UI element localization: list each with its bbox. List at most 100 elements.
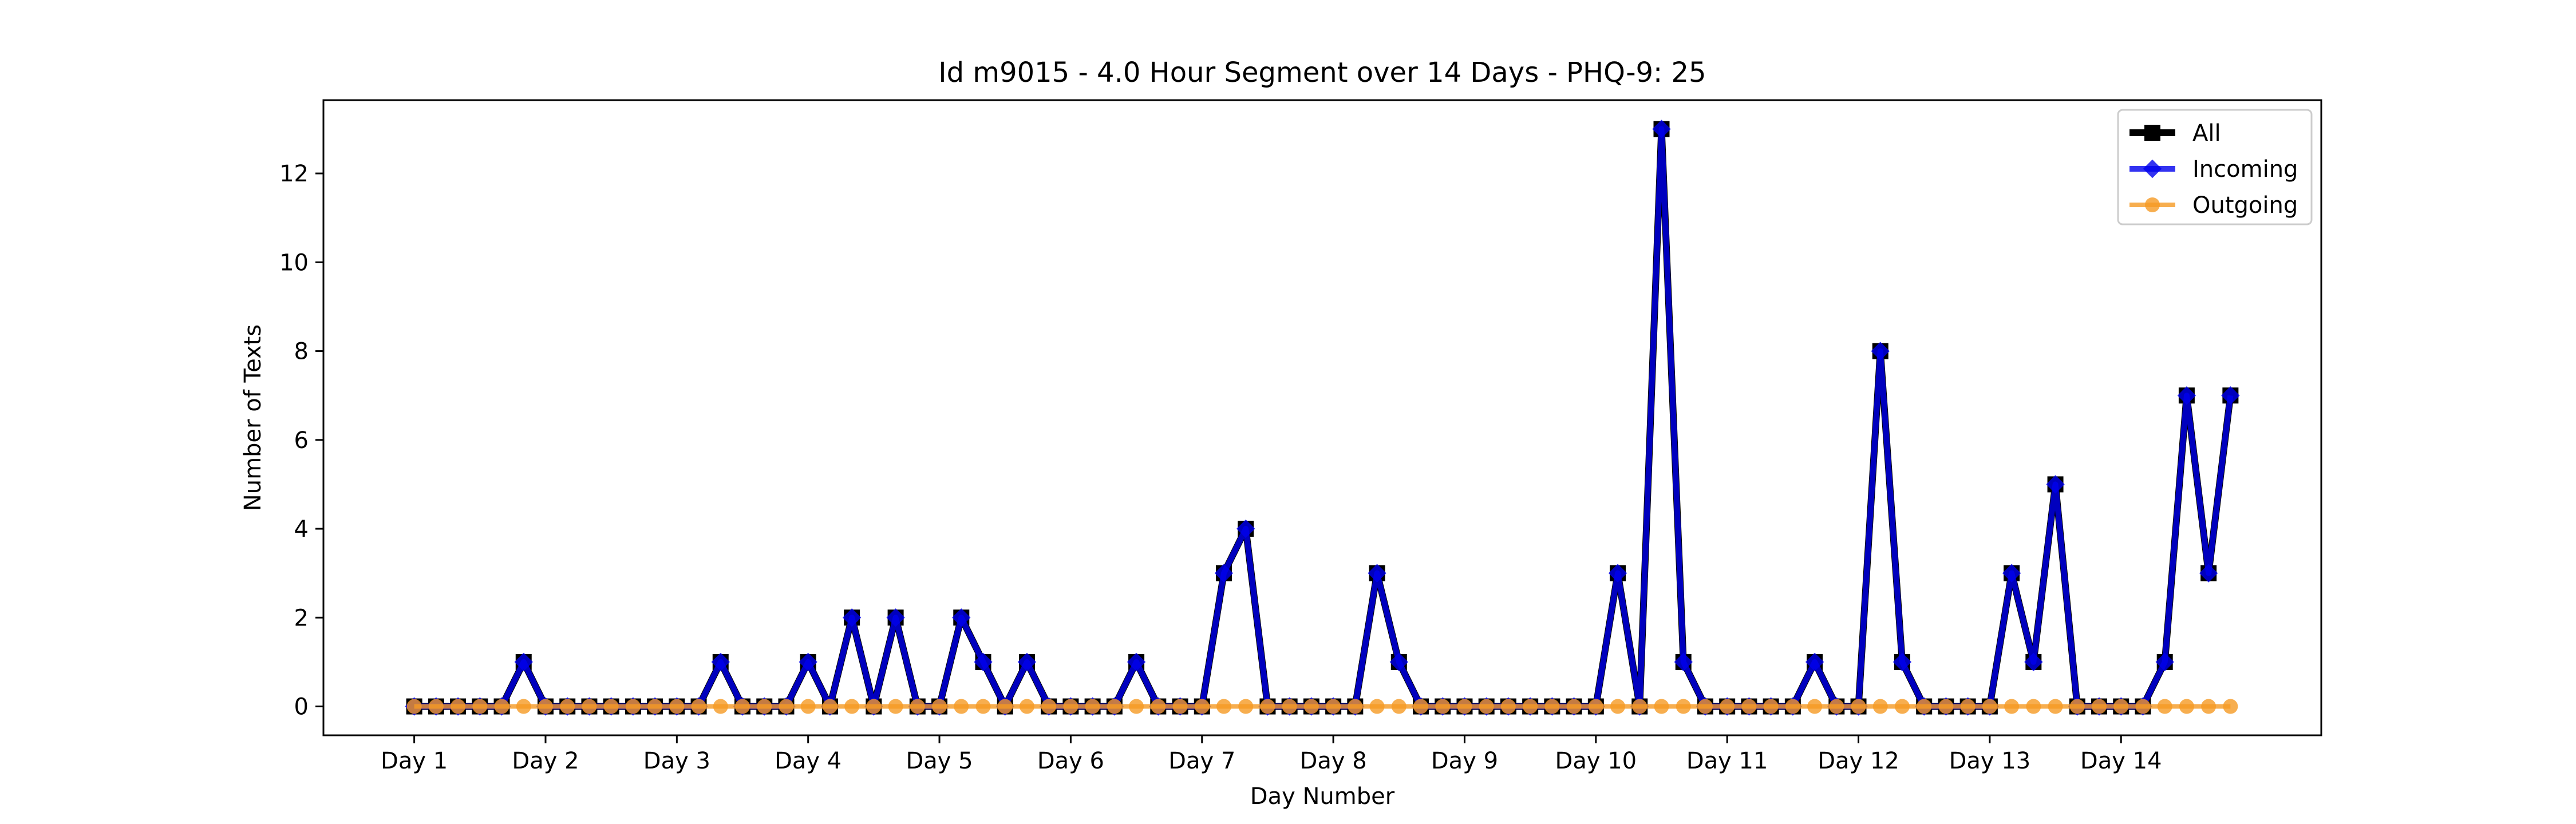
- legend-box: [2117, 109, 2313, 225]
- data-point-outgoing: [538, 699, 553, 714]
- data-point-outgoing: [1676, 699, 1691, 714]
- data-point-outgoing: [2179, 699, 2194, 714]
- x-axis-label: Day Number: [1250, 783, 1395, 810]
- data-point-outgoing: [1763, 699, 1779, 714]
- data-point-outgoing: [1019, 699, 1034, 714]
- data-point-outgoing: [1326, 699, 1341, 714]
- data-point-incoming: [1214, 564, 1234, 583]
- data-point-outgoing: [428, 699, 444, 714]
- y-tick-label: 0: [294, 694, 309, 720]
- data-point-outgoing: [1894, 699, 1910, 714]
- data-point-outgoing: [800, 699, 816, 714]
- data-point-outgoing: [866, 699, 882, 714]
- data-point-outgoing: [1107, 699, 1122, 714]
- data-point-outgoing: [1435, 699, 1451, 714]
- data-point-outgoing: [2157, 699, 2172, 714]
- data-point-incoming: [1236, 519, 1255, 538]
- data-point-outgoing: [779, 699, 794, 714]
- x-tick-label: Day 13: [1949, 748, 2031, 774]
- x-tick-label: Day 2: [512, 748, 579, 774]
- y-axis: 0 2 4 6 8 10 12: [279, 161, 323, 720]
- data-point-outgoing: [1588, 699, 1603, 714]
- legend-label-incoming: Incoming: [2192, 156, 2298, 183]
- data-point-outgoing: [1807, 699, 1823, 714]
- data-point-outgoing: [1632, 699, 1647, 714]
- data-point-outgoing: [1303, 699, 1319, 714]
- data-point-incoming: [1368, 564, 1386, 583]
- data-point-incoming: [1017, 652, 1037, 672]
- data-point-outgoing: [713, 699, 728, 714]
- data-point-outgoing: [1720, 699, 1735, 714]
- data-point-outgoing: [582, 699, 597, 714]
- chart-title: Id m9015 - 4.0 Hour Segment over 14 Days…: [938, 57, 1706, 89]
- data-point-outgoing: [1829, 699, 1844, 714]
- x-tick-label: Day 14: [2080, 748, 2162, 774]
- data-point-outgoing: [1872, 699, 1888, 714]
- x-tick-label: Day 12: [1818, 748, 1899, 774]
- data-point-outgoing: [1654, 699, 1669, 714]
- data-point-outgoing: [954, 699, 969, 714]
- data-point-outgoing: [2135, 699, 2151, 714]
- legend-marker-incoming: [2143, 159, 2162, 179]
- y-axis-label: Number of Texts: [240, 324, 266, 511]
- data-point-incoming: [842, 608, 862, 627]
- data-point-outgoing: [1348, 699, 1363, 714]
- data-point-outgoing: [1041, 699, 1057, 714]
- data-point-incoming: [1127, 652, 1146, 672]
- data-point-outgoing: [2092, 699, 2107, 714]
- legend-marker-all: [2144, 125, 2160, 141]
- data-point-outgoing: [1260, 699, 1275, 714]
- x-tick-label: Day 5: [906, 748, 973, 774]
- data-point-outgoing: [1741, 699, 1757, 714]
- data-point-incoming: [1389, 652, 1408, 672]
- data-point-outgoing: [975, 699, 991, 714]
- legend-marker-outgoing: [2145, 197, 2160, 212]
- data-point-incoming: [1608, 564, 1627, 583]
- data-point-outgoing: [2201, 699, 2217, 714]
- data-point-outgoing: [1369, 699, 1385, 714]
- data-point-incoming: [974, 652, 993, 672]
- data-point-incoming: [1871, 342, 1890, 360]
- data-point-incoming: [2221, 386, 2240, 405]
- data-point-outgoing: [888, 699, 903, 714]
- data-point-outgoing: [2069, 699, 2085, 714]
- data-point-outgoing: [1982, 699, 1997, 714]
- data-point-incoming: [2024, 652, 2043, 672]
- data-point-incoming: [1805, 652, 1824, 672]
- data-point-incoming: [2002, 564, 2021, 583]
- data-point-outgoing: [1282, 699, 1297, 714]
- data-point-outgoing: [560, 699, 575, 714]
- data-point-outgoing: [451, 699, 466, 714]
- data-point-incoming: [2155, 652, 2174, 672]
- data-point-outgoing: [1785, 699, 1800, 714]
- data-point-incoming: [2177, 386, 2196, 405]
- x-tick-label: Day 7: [1168, 748, 1235, 774]
- data-point-outgoing: [1697, 699, 1713, 714]
- data-point-incoming: [1893, 652, 1912, 672]
- data-point-outgoing: [1960, 699, 1976, 714]
- data-point-outgoing: [2004, 699, 2020, 714]
- data-point-incoming: [2046, 475, 2065, 494]
- data-point-outgoing: [625, 699, 641, 714]
- data-point-outgoing: [997, 699, 1013, 714]
- data-point-outgoing: [822, 699, 837, 714]
- data-point-incoming: [1652, 120, 1671, 138]
- x-tick-label: Day 4: [775, 748, 841, 774]
- data-point-outgoing: [1523, 699, 1538, 714]
- data-point-outgoing: [1129, 699, 1144, 714]
- y-tick-label: 2: [294, 605, 309, 631]
- x-tick-label: Day 3: [643, 748, 710, 774]
- legend-label-outgoing: Outgoing: [2192, 192, 2298, 219]
- data-point-incoming: [711, 652, 730, 672]
- data-point-outgoing: [1500, 699, 1516, 714]
- legend: All Incoming Outgoing: [2117, 109, 2313, 225]
- data-point-incoming: [514, 652, 533, 672]
- data-point-outgoing: [1391, 699, 1406, 714]
- x-tick-label: Day 8: [1300, 748, 1367, 774]
- data-point-outgoing: [735, 699, 750, 714]
- data-point-outgoing: [406, 699, 422, 714]
- plot-frame: [322, 99, 2322, 736]
- data-point-outgoing: [1238, 699, 1254, 714]
- data-point-outgoing: [1413, 699, 1429, 714]
